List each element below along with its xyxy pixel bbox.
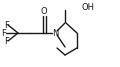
Text: OH: OH (82, 3, 95, 13)
Text: F: F (5, 37, 9, 45)
Text: N: N (52, 28, 58, 38)
Text: F: F (5, 21, 9, 29)
Text: O: O (41, 6, 47, 15)
Text: F: F (2, 28, 6, 38)
